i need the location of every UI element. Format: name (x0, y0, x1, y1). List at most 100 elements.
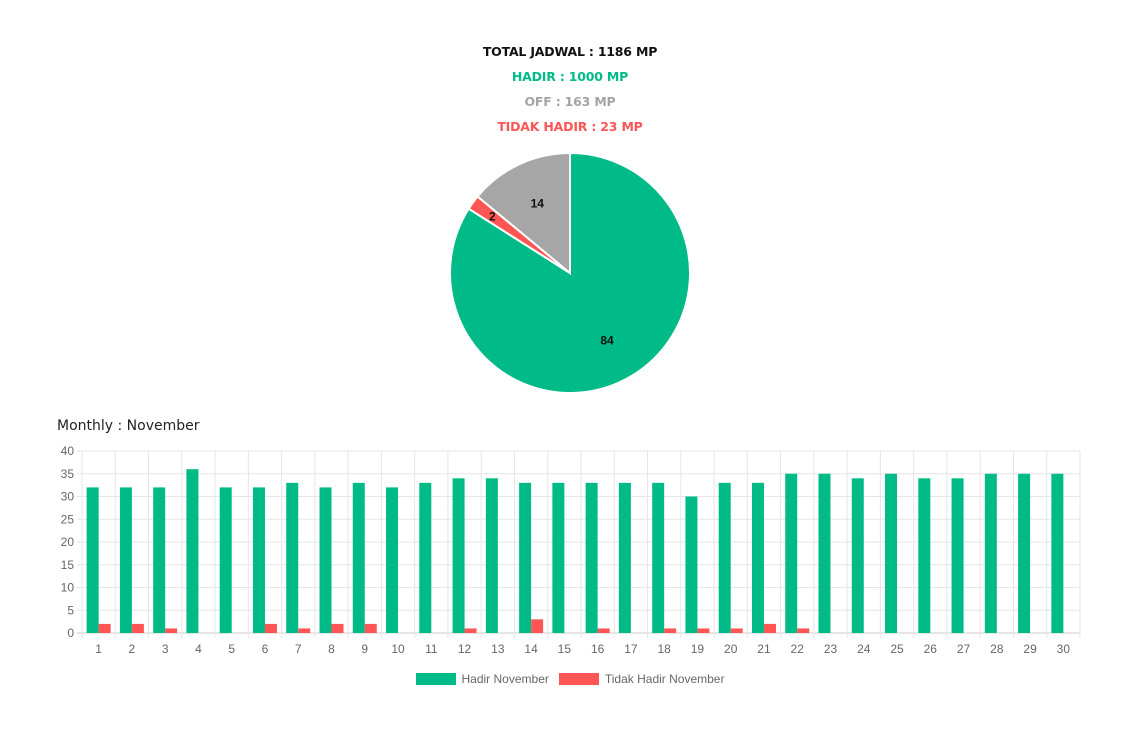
bar-tidak-hadir-november-8[interactable] (331, 623, 344, 633)
x-tick-label: 12 (458, 642, 472, 656)
bar-tidak-hadir-november-19[interactable] (697, 628, 710, 633)
bar-tidak-hadir-november-18[interactable] (664, 628, 677, 633)
bar-tidak-hadir-november-6[interactable] (264, 623, 277, 633)
bar-tidak-hadir-november-22[interactable] (797, 628, 810, 633)
bar-tidak-hadir-november-1[interactable] (98, 623, 111, 633)
attendance-pie-chart: 84 2 14 (449, 151, 691, 394)
y-tick-label: 25 (61, 512, 75, 526)
bar-hadir-november-6[interactable] (252, 487, 265, 633)
bar-hadir-november-30[interactable] (1051, 473, 1064, 633)
bar-hadir-november-1[interactable] (86, 487, 99, 633)
bar-hadir-november-8[interactable] (319, 487, 332, 633)
pie-label-hadir: 84 (600, 333, 614, 347)
y-tick-label: 20 (61, 535, 75, 549)
x-tick-label: 29 (1023, 642, 1037, 656)
bar-tidak-hadir-november-14[interactable] (531, 619, 544, 633)
bar-hadir-november-22[interactable] (785, 473, 798, 633)
bar-tidak-hadir-november-3[interactable] (165, 628, 178, 633)
legend-swatch-hadir (415, 673, 456, 685)
x-tick-label: 4 (195, 642, 202, 656)
hadir-text: HADIR : 1000 MP (511, 69, 629, 84)
bar-hadir-november-25[interactable] (885, 473, 898, 633)
legend-label-tidak-hadir: Tidak Hadir November (604, 672, 725, 686)
bar-tidak-hadir-november-12[interactable] (464, 628, 477, 633)
x-tick-label: 2 (129, 642, 136, 656)
bar-hadir-november-24[interactable] (851, 478, 864, 633)
x-tick-label: 27 (957, 642, 971, 656)
bar-hadir-november-15[interactable] (552, 482, 565, 633)
bar-hadir-november-27[interactable] (951, 478, 964, 633)
bar-hadir-november-5[interactable] (219, 487, 232, 633)
bar-hadir-november-29[interactable] (1018, 473, 1031, 633)
x-tick-label: 25 (890, 642, 904, 656)
bar-hadir-november-19[interactable] (685, 496, 698, 634)
x-tick-label: 15 (558, 642, 572, 656)
pie-label-off: 14 (531, 197, 545, 211)
monthly-title: Monthly : November (57, 418, 200, 434)
bar-hadir-november-12[interactable] (452, 478, 465, 633)
x-tick-label: 8 (328, 642, 335, 656)
bar-hadir-november-9[interactable] (352, 482, 365, 633)
bar-hadir-november-20[interactable] (718, 482, 731, 633)
y-tick-label: 5 (67, 603, 74, 617)
legend-swatch-tidak-hadir (558, 673, 599, 685)
x-tick-label: 30 (1057, 642, 1071, 656)
bar-hadir-november-18[interactable] (652, 482, 665, 633)
x-tick-label: 14 (524, 642, 538, 656)
bar-tidak-hadir-november-16[interactable] (597, 628, 610, 633)
bar-tidak-hadir-november-21[interactable] (763, 623, 776, 633)
bar-tidak-hadir-november-20[interactable] (730, 628, 743, 633)
bar-hadir-november-4[interactable] (186, 469, 199, 633)
x-tick-label: 22 (791, 642, 805, 656)
x-tick-label: 21 (757, 642, 771, 656)
pie-label-tidak-hadir: 2 (489, 210, 496, 224)
x-tick-label: 6 (262, 642, 269, 656)
attendance-summary: TOTAL JADWAL : 1186 MP HADIR : 1000 MP O… (0, 42, 1140, 142)
bar-hadir-november-11[interactable] (419, 482, 432, 633)
bar-tidak-hadir-november-7[interactable] (298, 628, 311, 633)
bar-hadir-november-2[interactable] (119, 487, 132, 633)
bar-hadir-november-7[interactable] (286, 482, 299, 633)
bar-hadir-november-14[interactable] (519, 482, 532, 633)
y-tick-label: 30 (61, 490, 75, 504)
x-tick-label: 1 (95, 642, 102, 656)
bar-hadir-november-21[interactable] (751, 482, 764, 633)
x-tick-label: 5 (228, 642, 235, 656)
bar-tidak-hadir-november-2[interactable] (131, 623, 144, 633)
bar-hadir-november-23[interactable] (818, 473, 831, 633)
x-tick-label: 26 (924, 642, 938, 656)
bar-hadir-november-3[interactable] (153, 487, 166, 633)
bar-hadir-november-26[interactable] (918, 478, 931, 633)
bar-hadir-november-13[interactable] (485, 478, 498, 633)
pie-slice-off[interactable] (476, 151, 571, 276)
x-tick-label: 9 (361, 642, 368, 656)
x-tick-label: 13 (491, 642, 505, 656)
legend-item-hadir[interactable]: Hadir November (415, 671, 549, 687)
x-tick-label: 23 (824, 642, 838, 656)
x-tick-label: 18 (657, 642, 671, 656)
off-text: OFF : 163 MP (524, 94, 616, 109)
bar-hadir-november-17[interactable] (618, 482, 631, 633)
x-tick-label: 19 (691, 642, 705, 656)
legend-item-tidak-hadir[interactable]: Tidak Hadir November (558, 671, 725, 687)
x-tick-label: 17 (624, 642, 638, 656)
x-tick-label: 16 (591, 642, 605, 656)
y-tick-label: 10 (61, 581, 75, 595)
y-tick-label: 40 (61, 444, 75, 458)
x-tick-label: 20 (724, 642, 738, 656)
bar-hadir-november-16[interactable] (585, 482, 598, 633)
bar-hadir-november-10[interactable] (386, 487, 399, 633)
y-tick-label: 15 (61, 558, 75, 572)
total-jadwal-text: TOTAL JADWAL : 1186 MP (482, 44, 658, 59)
bar-tidak-hadir-november-9[interactable] (364, 623, 377, 633)
legend-label-hadir: Hadir November (461, 672, 549, 686)
bar-chart-legend: Hadir November Tidak Hadir November (0, 671, 1140, 687)
x-tick-label: 11 (425, 642, 438, 656)
y-tick-label: 35 (61, 467, 75, 481)
x-tick-label: 3 (162, 642, 169, 656)
tidak-hadir-text: TIDAK HADIR : 23 MP (497, 119, 643, 134)
x-tick-label: 10 (391, 642, 405, 656)
x-tick-label: 7 (295, 642, 302, 656)
bar-hadir-november-28[interactable] (984, 473, 997, 633)
